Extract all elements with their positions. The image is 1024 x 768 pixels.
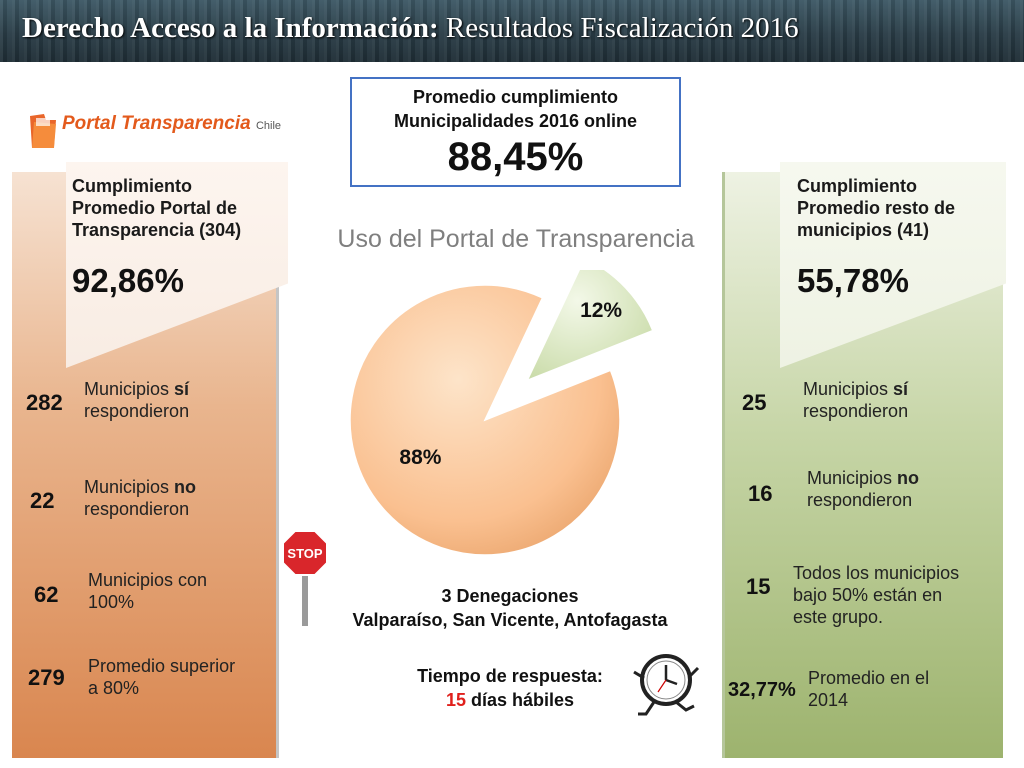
header-banner	[0, 0, 1024, 62]
left-stat-text: Municipios no respondieron	[84, 477, 197, 519]
right-stat-number: 15	[746, 574, 771, 599]
right-panel-title: Cumplimiento Promedio resto de municipio…	[797, 176, 956, 240]
page-title-bold: Derecho Acceso a la Información:	[22, 12, 439, 44]
response-time-number: 15	[445, 690, 466, 710]
stop-sign-icon: STOP	[282, 530, 328, 626]
portal-transparencia-logo: Portal Transparencia Chile	[26, 112, 281, 152]
left-stat-number: 22	[30, 488, 55, 513]
right-stat-number: 32,77%	[728, 679, 796, 701]
response-time-text: Tiempo de respuesta: 15 días hábiles	[417, 666, 603, 710]
logo-text: Portal Transparencia Chile	[62, 113, 282, 134]
average-box-value: 88,45%	[447, 135, 584, 179]
folder-logo-icon	[30, 114, 56, 148]
average-box-title: Promedio cumplimiento Municipalidades 20…	[393, 87, 638, 131]
right-panel-percent: 55,78%	[797, 262, 909, 299]
pie-slice-label: 88%	[399, 446, 441, 469]
left-stat-number: 62	[34, 582, 59, 607]
page-title-rest: Resultados Fiscalización 2016	[438, 12, 799, 44]
right-stat-text: Todos los municipios bajo 50% están en e…	[793, 563, 960, 627]
denials-text: 3 Denegaciones Valparaíso, San Vicente, …	[352, 586, 668, 630]
right-stat-number: 16	[748, 481, 773, 506]
average-box: Promedio cumplimiento Municipalidades 20…	[350, 77, 681, 187]
pie-chart: 88% 12%	[349, 270, 654, 556]
pie-slice-label: 12%	[580, 299, 622, 322]
left-stat-text: Promedio superior a 80%	[88, 656, 236, 698]
right-stat-text: Promedio en el 2014	[808, 668, 930, 710]
left-stat-text: Municipios sí respondieron	[84, 379, 190, 421]
right-stat-text: Municipios no respondieron	[807, 468, 920, 510]
right-stat-number: 25	[742, 390, 767, 415]
right-stat-text: Municipios sí respondieron	[803, 379, 909, 421]
left-panel-title: Cumplimiento Promedio Portal de Transpar…	[72, 176, 242, 240]
chart-title: Uso del Portal de Transparencia	[337, 225, 695, 253]
running-clock-icon	[633, 654, 700, 716]
left-panel-percent: 92,86%	[72, 262, 184, 299]
pie-slice	[525, 270, 654, 382]
left-stat-number: 279	[28, 665, 65, 690]
stop-sign-text: STOP	[287, 546, 322, 561]
left-stat-number: 282	[26, 390, 63, 415]
page-title: Derecho Acceso a la Información: Resulta…	[22, 12, 799, 45]
left-stat-text: Municipios con 100%	[88, 570, 208, 612]
pie-slice	[349, 284, 621, 556]
